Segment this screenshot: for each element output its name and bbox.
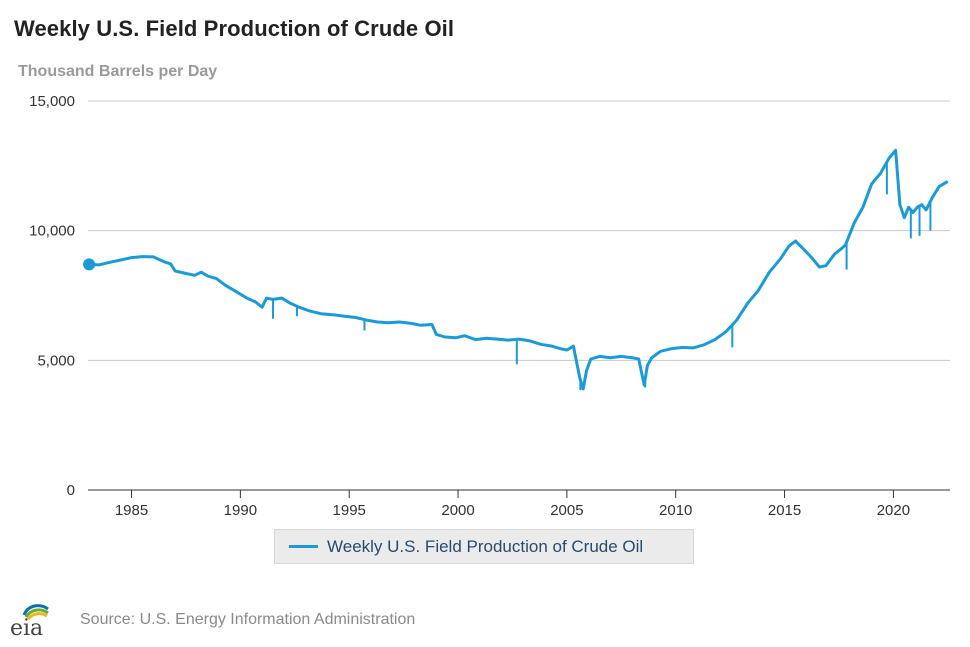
source-text: Source: U.S. Energy Information Administ… (80, 611, 416, 628)
x-tick-label: 2020 (877, 502, 910, 519)
svg-text:eia: eia (10, 616, 43, 638)
series-start-marker[interactable] (83, 258, 96, 271)
x-tick-label: 2010 (659, 502, 692, 519)
eia-logo-icon: eia (10, 604, 49, 638)
y-axis-ticks: 0 5,000 10,000 15,000 (29, 93, 75, 499)
x-tick-label: 2000 (441, 502, 474, 519)
grid-lines (88, 100, 950, 491)
legend-item[interactable]: Weekly U.S. Field Production of Crude Oi… (274, 529, 694, 564)
y-tick-label: 5,000 (37, 352, 75, 369)
x-tick-label: 1995 (333, 502, 366, 519)
legend-label: Weekly U.S. Field Production of Crude Oi… (327, 536, 644, 556)
x-tick-label: 1990 (224, 502, 257, 519)
y-axis-unit-label: Thousand Barrels per Day (18, 63, 218, 80)
series-line (89, 148, 949, 391)
x-tick-label: 2005 (550, 502, 583, 519)
legend-swatch (289, 545, 318, 548)
x-tick-label: 1985 (115, 502, 148, 519)
source-footer: eia Source: U.S. Energy Information Admi… (10, 602, 415, 638)
y-tick-label: 0 (67, 482, 75, 499)
x-tick-label: 2015 (768, 502, 801, 519)
series-layer (83, 148, 949, 391)
y-tick-label: 15,000 (29, 93, 75, 110)
x-axis-ticks: 1985 1990 1995 2000 2005 2010 2015 2020 (115, 490, 910, 519)
chart-title: Weekly U.S. Field Production of Crude Oi… (14, 16, 455, 41)
line-chart: 0 5,000 10,000 15,000 1985 1990 1995 2000 2005 2… (29, 93, 950, 519)
y-tick-label: 10,000 (29, 223, 75, 240)
